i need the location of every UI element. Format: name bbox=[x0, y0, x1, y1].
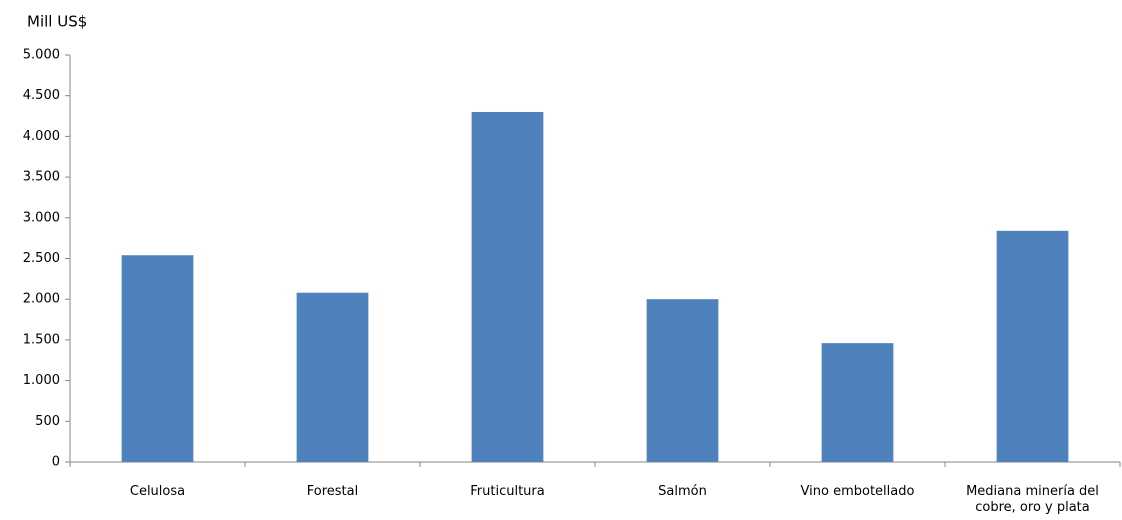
x-tick-label: Celulosa bbox=[129, 484, 186, 499]
y-tick-label: 2.000 bbox=[23, 292, 60, 307]
x-tick-label: Mediana minería del cobre, oro y plata bbox=[966, 484, 1099, 515]
bar bbox=[821, 343, 894, 462]
y-tick-label: 1.000 bbox=[23, 373, 60, 388]
x-tick-label: Forestal bbox=[306, 484, 359, 499]
y-tick-label: 4.500 bbox=[23, 88, 60, 103]
bar bbox=[996, 230, 1069, 462]
x-tick-label: Salmón bbox=[658, 484, 707, 499]
y-tick-label: 1.500 bbox=[23, 332, 60, 347]
x-tick-label: Fruticultura bbox=[470, 484, 545, 499]
y-tick-label: 3.500 bbox=[23, 170, 60, 185]
bar bbox=[646, 299, 719, 462]
y-tick-label: 3.000 bbox=[23, 210, 60, 225]
y-tick-label: 500 bbox=[35, 414, 60, 429]
y-tick-label: 0 bbox=[52, 455, 60, 470]
bar bbox=[471, 111, 544, 462]
y-tick-label: 4.000 bbox=[23, 129, 60, 144]
x-tick-label: Vino embotellado bbox=[800, 484, 915, 499]
bar bbox=[121, 255, 194, 462]
y-tick-label: 2.500 bbox=[23, 251, 60, 266]
y-tick-label: 5.000 bbox=[23, 48, 60, 63]
bar bbox=[296, 292, 369, 462]
y-axis-label: Mill US$ bbox=[27, 13, 87, 31]
